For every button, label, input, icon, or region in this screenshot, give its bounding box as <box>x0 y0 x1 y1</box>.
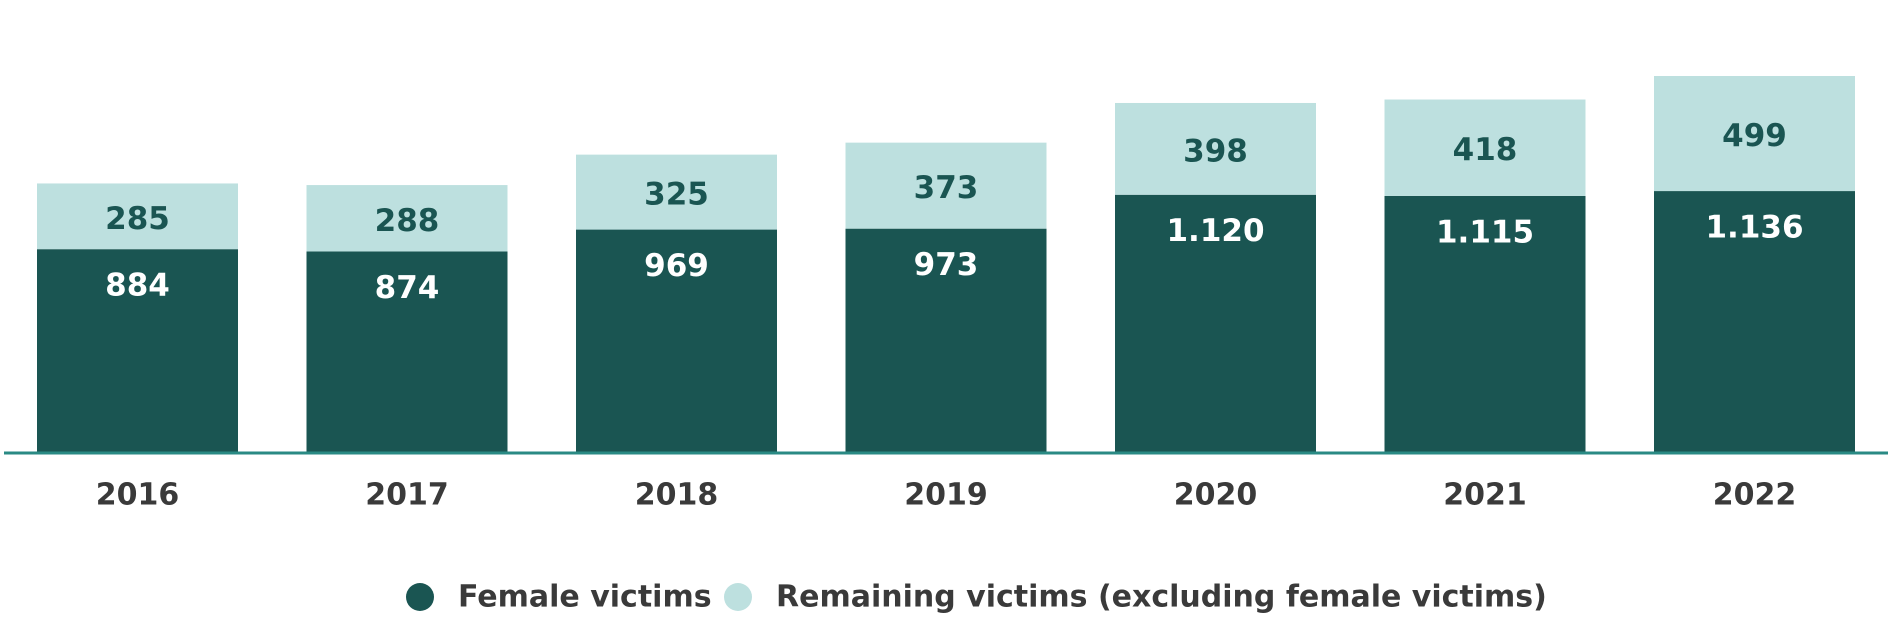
bar-segment <box>37 249 238 453</box>
legend-marker <box>724 583 752 611</box>
bar-segment <box>1654 191 1855 453</box>
value-label: 1.136 <box>1705 210 1803 246</box>
value-label: 325 <box>644 177 709 213</box>
bar-segment <box>1115 102 1316 195</box>
x-tick-label: 2019 <box>904 478 988 513</box>
x-tick-label: 2021 <box>1443 478 1527 513</box>
x-tick-label: 2022 <box>1713 478 1797 513</box>
bar-segment <box>576 154 777 230</box>
value-label: 418 <box>1453 132 1518 168</box>
value-label: 373 <box>914 170 979 206</box>
x-tick-label: 2017 <box>365 478 449 513</box>
value-label: 288 <box>375 203 440 239</box>
bar-segment <box>576 229 777 453</box>
bar-segment <box>37 183 238 250</box>
x-tick-label: 2018 <box>635 478 719 513</box>
value-label: 874 <box>375 270 440 306</box>
x-tick-label: 2020 <box>1174 478 1258 513</box>
legend-marker <box>406 583 434 611</box>
legend-label: Remaining victims (excluding female vict… <box>776 580 1547 615</box>
value-label: 285 <box>105 201 170 237</box>
bar-segment <box>306 251 508 453</box>
bar-segment <box>1654 76 1855 192</box>
value-label: 1.115 <box>1436 214 1534 250</box>
value-label: 499 <box>1722 118 1787 154</box>
x-tick-label: 2016 <box>96 478 180 513</box>
bar-segment <box>1384 99 1586 196</box>
bar-segment <box>845 228 1047 453</box>
legend-label: Female victims <box>458 580 712 615</box>
bar-segment <box>1384 195 1586 453</box>
bar-segment <box>306 185 508 252</box>
bar-segment <box>1115 194 1316 453</box>
value-label: 973 <box>914 247 979 283</box>
value-label: 1.120 <box>1166 213 1264 249</box>
value-label: 398 <box>1183 133 1248 169</box>
value-label: 969 <box>644 248 709 284</box>
value-label: 884 <box>105 268 170 304</box>
bar-segment <box>845 142 1047 229</box>
